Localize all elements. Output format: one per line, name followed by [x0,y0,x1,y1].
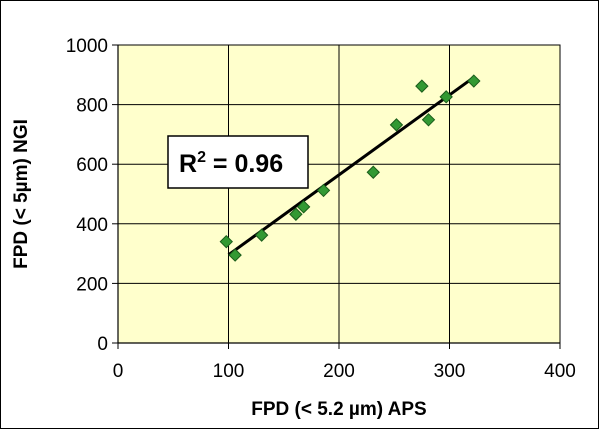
annotation-box [167,135,309,189]
annotation-value: = 0.96 [206,150,283,178]
annotation-base: R [179,150,197,178]
data-points [219,74,481,262]
trendline [227,77,473,257]
x-tick-label: 300 [434,361,466,382]
y-tick-labels: 0 200 400 600 800 1000 [66,36,108,355]
data-point [228,248,242,262]
x-axis-title: FPD (< 5.2 µm) APS [251,399,426,420]
r-squared-annotation: R2 = 0.96 [167,135,309,189]
data-point [415,79,429,93]
y-tick-label: 800 [76,96,108,117]
data-point [467,74,481,88]
y-tick-label: 400 [76,215,108,236]
y-tick-label: 200 [76,274,108,295]
y-tick-label: 0 [97,334,108,355]
data-point [296,200,311,214]
x-tick-label: 400 [544,361,576,382]
data-point [389,118,404,132]
data-point [289,207,303,221]
annotation-superscript: 2 [197,149,206,166]
gridlines [118,44,561,343]
x-tick-label: 100 [213,361,245,382]
x-tick-labels: 0 100 200 300 400 [113,361,576,382]
data-point [421,113,436,127]
y-tick-label: 600 [76,155,108,176]
annotation-text: R2 = 0.96 [179,149,283,178]
y-axis-title: FPD (< 5µm) NGI [11,119,32,269]
x-tick-label: 0 [113,361,124,382]
data-point [439,90,453,104]
y-tick-label: 1000 [66,36,108,57]
data-point [366,165,380,179]
data-point [254,228,269,242]
data-point [219,234,233,249]
axes [112,44,561,349]
x-tick-label: 200 [323,361,355,382]
data-point [316,183,331,198]
